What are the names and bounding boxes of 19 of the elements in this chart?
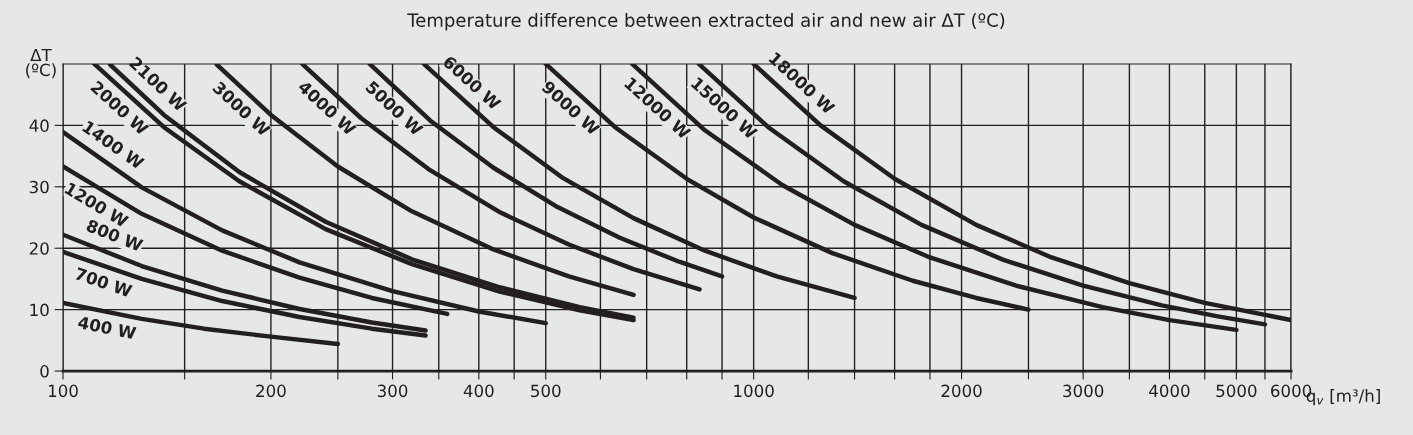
text: 700 W — [74, 267, 133, 298]
y-tick-label: 10 — [30, 303, 49, 317]
x-tick-label: 100 — [48, 384, 78, 398]
y-tick-label: 0 — [40, 365, 49, 378]
x-tick-label: 5000 — [1216, 384, 1257, 398]
y-tick-label: 30 — [29, 180, 49, 194]
x-tick-label: 1000 — [734, 384, 774, 398]
chart-title: Temperature difference between extracted air and new air ΔT (ºC) — [407, 12, 1005, 31]
x-tick-label: 2000 — [941, 384, 982, 398]
y-tick-label: 40 — [29, 119, 49, 132]
x-tick-label: 500 — [531, 384, 561, 398]
x-tick-label: 300 — [377, 384, 408, 398]
text: 400 W — [77, 315, 137, 340]
x-tick-label: 200 — [256, 384, 286, 398]
x-tick-label: 400 — [463, 384, 494, 398]
y-axis-title: ΔT (ºC) — [26, 48, 56, 79]
x-tick-label: 4000 — [1149, 384, 1190, 398]
y-tick-label: 20 — [29, 242, 49, 255]
x-tick-label: 3000 — [1063, 384, 1104, 398]
